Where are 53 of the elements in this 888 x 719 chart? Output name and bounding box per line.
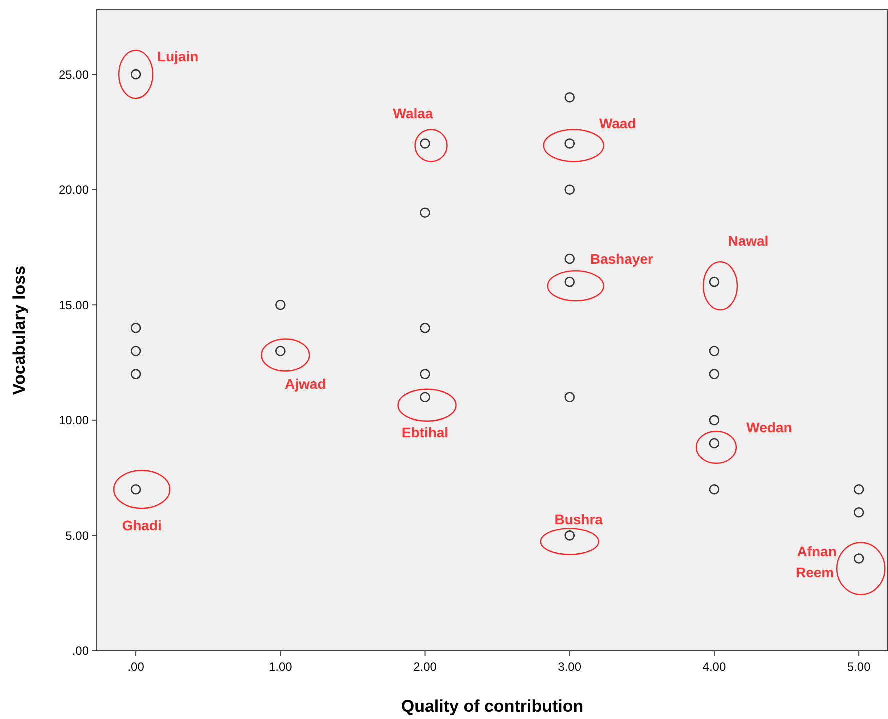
y-tick-label: 5.00	[66, 528, 90, 543]
point	[420, 323, 430, 334]
point	[709, 346, 720, 356]
point	[564, 392, 576, 403]
annotation: Nawal	[728, 232, 769, 249]
point	[130, 484, 142, 495]
point	[420, 208, 430, 218]
annotation: Reem	[796, 564, 834, 581]
x-tick-label: 2.00	[414, 660, 438, 674]
point	[276, 300, 286, 310]
y-tick-label: 15.00	[58, 298, 90, 312]
point	[420, 138, 430, 149]
annotation: Ebtihal	[402, 424, 449, 440]
point	[276, 346, 286, 356]
point	[709, 484, 720, 495]
x-tick-label: 1.00	[268, 660, 293, 674]
annotation: Ajwad	[285, 376, 326, 392]
x-tick-label: 3.00	[558, 660, 582, 674]
point	[709, 369, 720, 380]
point	[420, 369, 430, 380]
point	[564, 254, 576, 264]
y-tick-label: 10.00	[58, 414, 90, 428]
point	[709, 415, 720, 426]
annotation: Lujain	[157, 48, 199, 64]
x-tick-label: 4.00	[702, 660, 726, 674]
point	[564, 138, 576, 149]
point	[130, 346, 142, 356]
annotation: Wedan	[746, 419, 792, 436]
point	[130, 369, 142, 380]
point	[564, 530, 576, 541]
point	[564, 184, 576, 195]
y-tick-label: 20.00	[58, 183, 90, 198]
point	[564, 276, 576, 288]
y-tick-label: 25.00	[58, 68, 90, 82]
point	[130, 69, 142, 80]
x-tick-label: 5.00	[847, 660, 872, 674]
point	[564, 92, 576, 103]
annotation: Afnan	[797, 544, 837, 560]
x-tick-label: .00	[128, 660, 145, 674]
point	[854, 554, 864, 564]
point	[854, 484, 864, 495]
annotation: Bashayer	[590, 250, 654, 267]
x-axis-title: Quality of contribution	[401, 697, 584, 716]
point	[130, 323, 142, 334]
annotation: Bushra	[554, 512, 604, 528]
point	[854, 508, 864, 518]
annotation: Ghadi	[122, 517, 162, 534]
annotation: Walaa	[393, 106, 434, 122]
y-tick-label: .00	[72, 644, 90, 658]
y-axis-title: Vocabulary loss	[10, 266, 29, 396]
point	[709, 276, 720, 288]
annotation: Waad	[599, 116, 636, 132]
point	[420, 392, 430, 403]
